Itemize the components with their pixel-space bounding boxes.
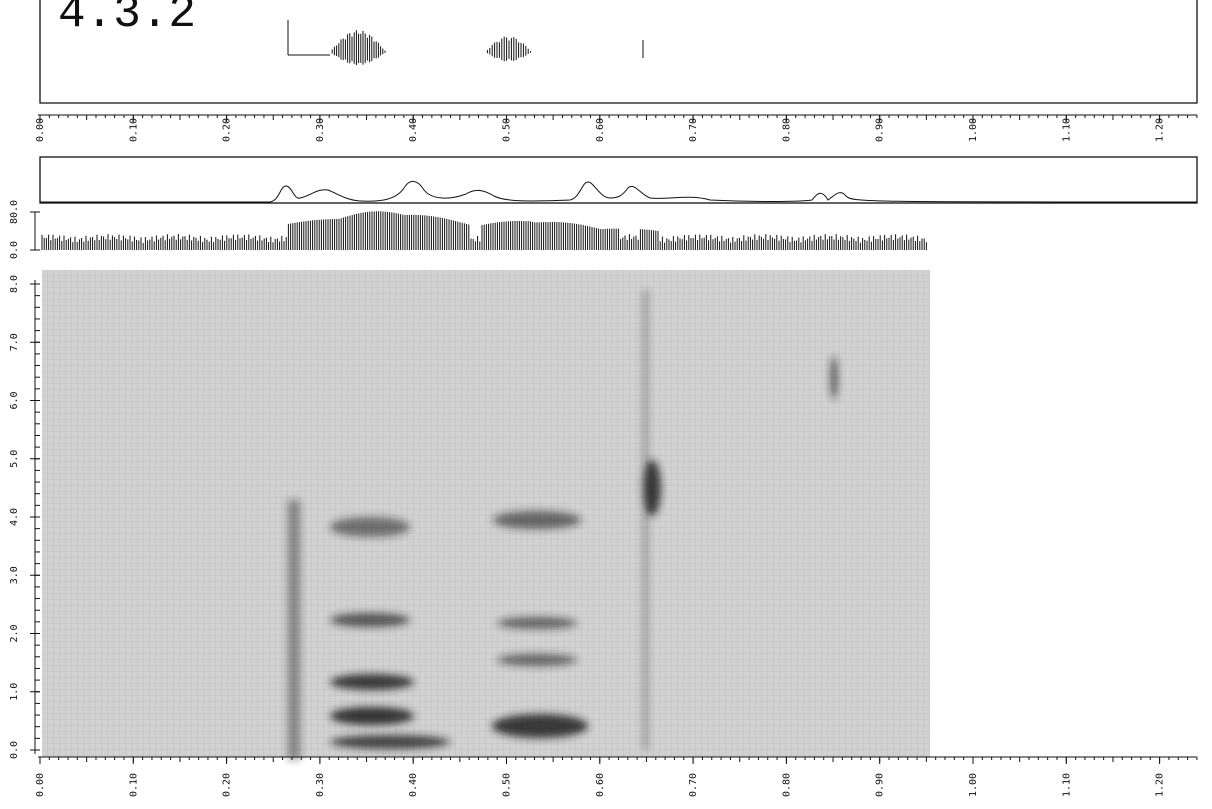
time-tick-label: 1.10 bbox=[1061, 118, 1072, 142]
time-tick-label: 1.10 bbox=[1061, 773, 1072, 797]
time-tick-label: 0.80 bbox=[781, 118, 792, 142]
time-tick-label: 0.10 bbox=[128, 773, 139, 797]
figure-label: 4.3.2 bbox=[58, 0, 196, 40]
frequency-tick-label: 0.0 bbox=[9, 741, 20, 759]
time-tick-label: 1.20 bbox=[1155, 773, 1166, 797]
waveform bbox=[288, 20, 643, 65]
time-tick-label: 0.70 bbox=[688, 118, 699, 142]
time-tick-label: 0.30 bbox=[315, 118, 326, 142]
time-tick-label: 0.60 bbox=[595, 773, 606, 797]
waveform-baseline bbox=[288, 20, 330, 55]
time-tick-label: 0.90 bbox=[875, 773, 886, 797]
time-tick-label: 0.00 bbox=[35, 773, 46, 797]
time-tick-label: 0.20 bbox=[222, 773, 233, 797]
frequency-tick-label: 5.0 bbox=[9, 450, 20, 468]
time-tick-label: 0.40 bbox=[408, 773, 419, 797]
frequency-tick-label: 7.0 bbox=[9, 333, 20, 351]
frequency-tick-label: 4.0 bbox=[9, 508, 20, 526]
amplitude-bars bbox=[42, 211, 926, 250]
waveform-frame bbox=[40, 0, 1197, 103]
time-tick-label: 0.10 bbox=[128, 118, 139, 142]
frequency-tick-label: 1.0 bbox=[9, 683, 20, 701]
time-tick-label: 0.60 bbox=[595, 118, 606, 142]
frequency-tick-label: 8.0 bbox=[9, 275, 20, 293]
frequency-tick-label: 6.0 bbox=[9, 391, 20, 409]
time-tick-label: 1.00 bbox=[968, 118, 979, 142]
time-tick-label: 0.30 bbox=[315, 773, 326, 797]
pitch-contour bbox=[40, 181, 1197, 202]
time-tick-label: 0.00 bbox=[35, 118, 46, 142]
frequency-tick-label: 3.0 bbox=[9, 566, 20, 584]
amplitude-tick-label: 0.0 bbox=[9, 241, 20, 259]
time-tick-label: 1.20 bbox=[1155, 118, 1166, 142]
time-tick-label: 0.70 bbox=[688, 773, 699, 797]
time-tick-label: 0.50 bbox=[502, 773, 513, 797]
frequency-tick-label: 2.0 bbox=[9, 624, 20, 642]
spectrogram bbox=[42, 270, 930, 760]
time-tick-label: 1.00 bbox=[968, 773, 979, 797]
amplitude-tick-label: 80.0 bbox=[9, 200, 20, 224]
time-tick-label: 0.20 bbox=[222, 118, 233, 142]
time-tick-label: 0.40 bbox=[408, 118, 419, 142]
time-tick-label: 0.50 bbox=[502, 118, 513, 142]
time-tick-label: 0.90 bbox=[875, 118, 886, 142]
figure: 4.3.2 0.00 0.10 0.20 0.30 0.40 0.50 0.60 0.70 0.… bbox=[0, 0, 1212, 809]
time-tick-label: 0.80 bbox=[781, 773, 792, 797]
